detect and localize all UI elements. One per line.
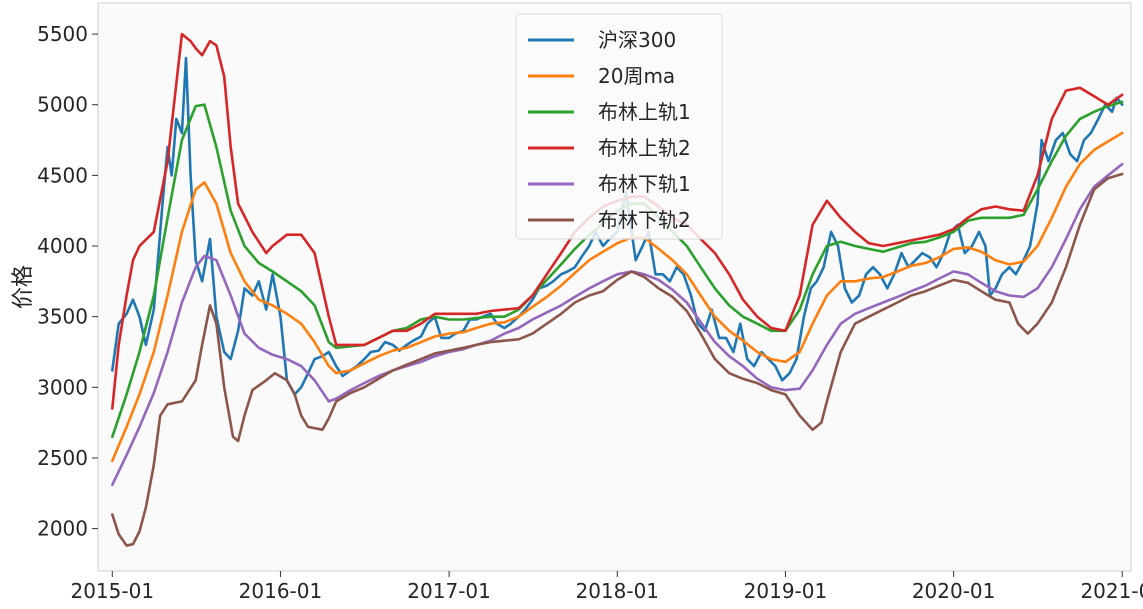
x-tick-label: 2019-01 (744, 579, 828, 603)
x-tick-label: 2021-01 (1080, 579, 1143, 603)
x-tick-label: 2020-01 (912, 579, 996, 603)
y-tick-label: 2500 (37, 446, 88, 470)
legend-label: 布林上轨1 (598, 100, 691, 124)
x-tick-label: 2015-01 (70, 579, 154, 603)
y-tick-label: 4500 (37, 163, 88, 187)
legend: 沪深300 20周ma 布林上轨1 布林上轨2 布林下轨1 布林下轨2 (515, 13, 723, 240)
series-line-4 (111, 162, 1124, 487)
series-line-1 (111, 131, 1124, 463)
legend-label: 布林下轨2 (598, 208, 691, 232)
y-tick-label: 5000 (37, 93, 88, 117)
y-axis-ticks: 2000 2500 3000 3500 4000 4500 5000 5500 (37, 22, 98, 541)
x-axis-ticks: 2015-01 2016-01 2017-01 2018-01 2019-01 2020-… (70, 571, 1143, 603)
y-axis-label: 价格 (11, 265, 36, 309)
legend-label: 布林下轨1 (598, 172, 691, 196)
legend-items: 沪深300 20周ma 布林上轨1 布林上轨2 布林下轨1 布林下轨2 (528, 28, 691, 232)
y-tick-label: 5500 (37, 22, 88, 46)
y-tick-label: 2000 (37, 517, 88, 541)
series-line-3 (111, 32, 1124, 410)
y-tick-label: 3000 (37, 375, 88, 399)
legend-label: 20周ma (598, 64, 675, 88)
y-tick-label: 4000 (37, 234, 88, 258)
x-tick-label: 2017-01 (407, 579, 491, 603)
x-tick-label: 2018-01 (575, 579, 659, 603)
x-tick-label: 2016-01 (239, 579, 323, 603)
series-line-5 (111, 172, 1124, 547)
legend-label: 沪深300 (598, 28, 676, 52)
y-tick-label: 3500 (37, 305, 88, 329)
legend-label: 布林上轨2 (598, 136, 691, 160)
